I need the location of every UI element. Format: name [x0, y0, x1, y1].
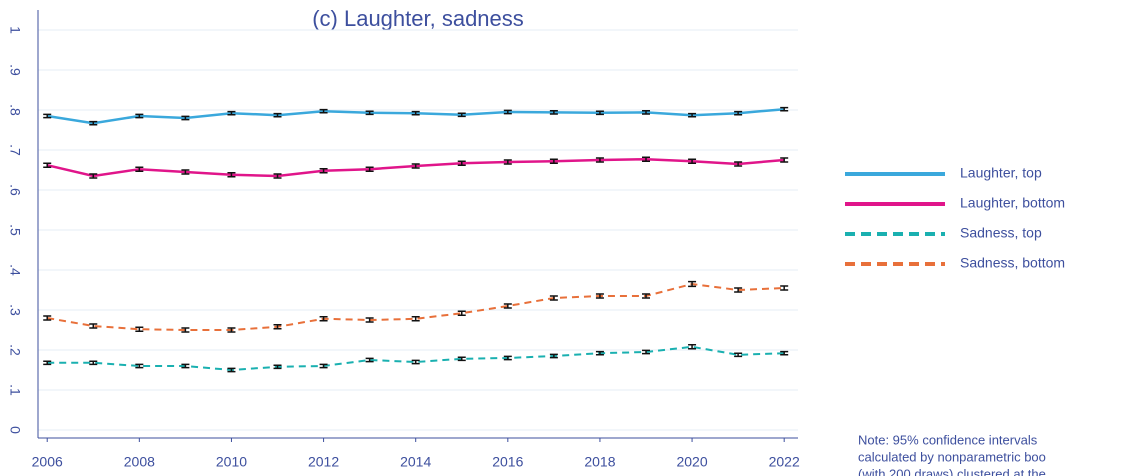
y-tick-label: .5 — [7, 224, 23, 236]
legend-label: Laughter, top — [960, 165, 1042, 181]
error-bar — [227, 172, 236, 178]
error-bar — [734, 161, 743, 167]
error-bar — [43, 113, 52, 119]
error-bar — [734, 287, 743, 293]
y-tick-label: .6 — [7, 184, 23, 196]
series-line — [47, 282, 785, 331]
error-bar — [688, 280, 697, 288]
error-bar — [734, 352, 743, 358]
x-tick-label: 2006 — [32, 454, 63, 470]
series-line — [47, 345, 785, 372]
error-bar — [503, 109, 512, 115]
error-bar — [181, 115, 190, 121]
error-bar — [227, 110, 236, 116]
y-tick-label: .1 — [7, 384, 23, 396]
error-bar — [135, 166, 144, 172]
error-bar — [688, 112, 697, 118]
error-bar — [549, 295, 558, 301]
error-bar — [780, 157, 789, 163]
error-bar — [780, 350, 789, 356]
error-bar — [411, 359, 420, 365]
error-bar — [43, 360, 52, 366]
error-bar — [365, 317, 374, 323]
error-bar — [227, 367, 236, 373]
error-bar — [595, 293, 604, 299]
y-tick-label: .3 — [7, 304, 23, 316]
error-bar — [181, 363, 190, 369]
error-bar — [688, 344, 697, 350]
note: Note: 95% confidence intervals — [858, 432, 1038, 447]
y-tick-label: .9 — [7, 64, 23, 76]
error-bar — [503, 159, 512, 165]
x-tick-label: 2016 — [492, 454, 523, 470]
error-bar — [688, 158, 697, 164]
error-bar — [595, 110, 604, 116]
y-tick-label: .2 — [7, 344, 23, 356]
error-bar — [503, 303, 512, 309]
error-bar — [411, 163, 420, 169]
legend-label: Sadness, top — [960, 225, 1042, 241]
x-tick-label: 2018 — [584, 454, 615, 470]
error-bar — [457, 112, 466, 118]
x-tick-label: 2020 — [676, 454, 707, 470]
y-tick-label: 0 — [7, 426, 23, 434]
error-bar — [135, 326, 144, 332]
x-tick-label: 2012 — [308, 454, 339, 470]
y-tick-label: .4 — [7, 264, 23, 276]
error-bar — [273, 173, 282, 179]
note: calculated by nonparametric boo — [858, 449, 1046, 464]
error-bar — [135, 113, 144, 119]
error-bar — [365, 357, 374, 363]
error-bar — [734, 110, 743, 116]
error-bar — [181, 169, 190, 175]
error-bar — [595, 350, 604, 356]
x-tick-label: 2022 — [769, 454, 800, 470]
error-bar — [457, 160, 466, 166]
error-bar — [780, 106, 789, 112]
error-bar — [89, 360, 98, 366]
error-bar — [642, 156, 650, 162]
error-bar — [273, 324, 282, 330]
chart-title: (c) Laughter, sadness — [312, 6, 524, 31]
error-bar — [273, 364, 282, 370]
error-bar — [457, 310, 466, 316]
error-bar — [642, 349, 650, 355]
error-bar — [319, 108, 328, 114]
error-bar — [319, 168, 328, 174]
error-bar — [411, 316, 420, 322]
x-tick-label: 2014 — [400, 454, 431, 470]
legend-label: Laughter, bottom — [960, 195, 1065, 211]
error-bar — [595, 157, 604, 163]
error-bar — [135, 363, 144, 369]
error-bar — [457, 356, 466, 362]
error-bar — [319, 363, 328, 369]
x-tick-label: 2010 — [216, 454, 247, 470]
x-tick-label: 2008 — [124, 454, 155, 470]
note: (with 200 draws) clustered at the — [858, 466, 1046, 476]
error-bar — [365, 166, 374, 172]
error-bar — [365, 110, 374, 116]
error-bar — [89, 173, 98, 179]
error-bar — [549, 353, 558, 359]
y-tick-label: .8 — [7, 104, 23, 116]
error-bar — [642, 110, 650, 115]
y-tick-label: .7 — [7, 144, 23, 156]
error-bar — [319, 316, 328, 322]
error-bar — [642, 293, 650, 299]
error-bar — [411, 110, 420, 116]
error-bar — [227, 327, 236, 333]
error-bar — [89, 120, 98, 126]
legend-label: Sadness, bottom — [960, 255, 1065, 271]
error-bar — [549, 158, 558, 164]
error-bar — [549, 110, 558, 115]
error-bar — [181, 327, 190, 333]
error-bar — [43, 162, 52, 168]
error-bar — [503, 355, 512, 361]
error-bar — [43, 315, 52, 321]
error-bar — [89, 323, 98, 329]
error-bar — [780, 285, 789, 291]
error-bar — [273, 112, 282, 118]
y-tick-label: 1 — [7, 26, 23, 34]
